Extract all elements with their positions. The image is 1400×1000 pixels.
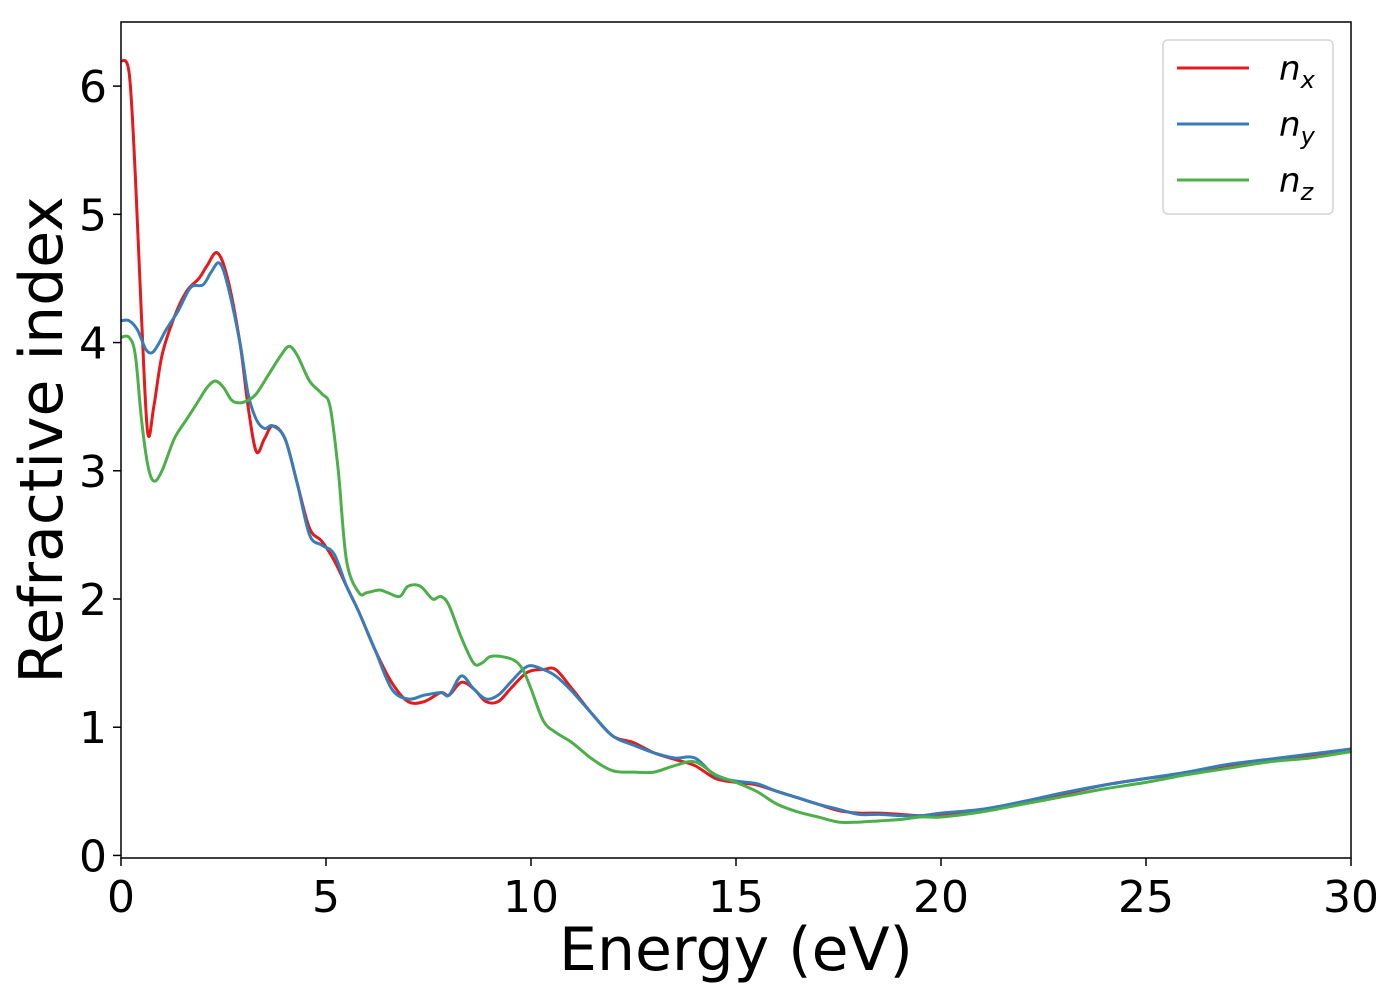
legend-label-x: nx: [1279, 49, 1316, 94]
legend-box: [1162, 39, 1334, 215]
y-axis: 0 1 2 3 4 5 6: [79, 62, 121, 882]
x-tick-label: 15: [708, 872, 764, 923]
x-tick-label: 5: [312, 872, 340, 923]
series-line-y: [121, 261, 1351, 818]
x-tick-label: 10: [503, 872, 559, 923]
series-lines: [121, 58, 1351, 825]
x-axis-label: Energy (eV): [559, 915, 913, 985]
y-tick-label: 0: [79, 831, 107, 882]
legend: nx ny nz: [1162, 39, 1334, 215]
x-tick-label: 25: [1118, 872, 1174, 923]
x-tick-label: 30: [1323, 872, 1379, 923]
x-tick-label: 0: [107, 872, 135, 923]
legend-label-z: nz: [1279, 161, 1315, 206]
y-tick-label: 4: [79, 319, 107, 370]
y-tick-label: 1: [79, 703, 107, 754]
legend-label-y: ny: [1279, 105, 1316, 150]
y-tick-label: 6: [79, 62, 107, 113]
y-axis-label: Refractive index: [7, 196, 77, 683]
series-line-z: [121, 334, 1351, 825]
x-axis: 0 5 10 15 20 25 30: [107, 858, 1379, 923]
y-tick-label: 5: [79, 190, 107, 241]
y-tick-label: 3: [79, 447, 107, 498]
x-tick-label: 20: [913, 872, 969, 923]
y-tick-label: 2: [79, 575, 107, 626]
